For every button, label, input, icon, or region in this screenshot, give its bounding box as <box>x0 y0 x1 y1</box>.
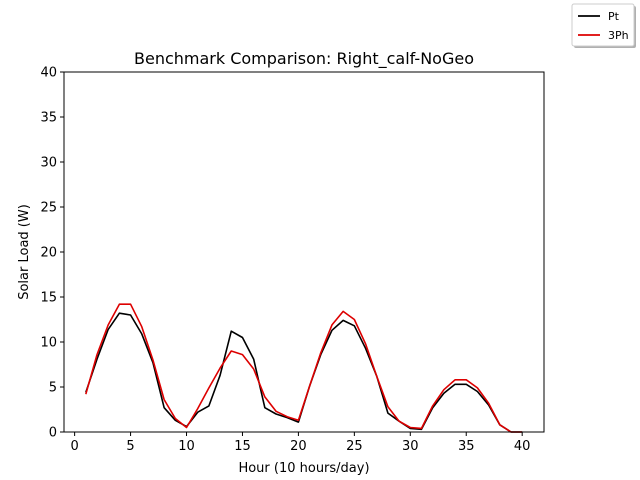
plot-background <box>64 72 544 432</box>
y-tick-label: 10 <box>40 336 57 351</box>
axes-layer: 0 5 10 15 20 25 30 35 40 0 5 10 15 20 25 30 35 40 <box>40 66 545 454</box>
y-tick-label: 20 <box>40 246 57 261</box>
y-tick-label: 35 <box>40 111 57 126</box>
chart-title: Benchmark Comparison: Right_calf-NoGeo <box>134 49 474 69</box>
x-tick-label: 40 <box>514 439 531 454</box>
x-tick-label: 25 <box>346 439 363 454</box>
y-axis-label: Solar Load (W) <box>17 204 32 300</box>
x-axis-label: Hour (10 hours/day) <box>238 461 369 476</box>
y-tick-label: 30 <box>40 156 57 171</box>
series-layer <box>85 303 523 433</box>
x-tick-label: 0 <box>70 439 78 454</box>
y-tick-label: 5 <box>49 381 57 396</box>
series-line-3ph <box>85 303 523 433</box>
legend-label-pt: Pt <box>608 10 620 23</box>
legend-label-3ph: 3Ph <box>608 29 629 42</box>
y-tick-label: 0 <box>49 426 57 441</box>
x-tick-label: 10 <box>178 439 195 454</box>
legend: Pt 3Ph <box>571 3 636 48</box>
plot-area <box>64 72 544 432</box>
y-tick-label: 25 <box>40 201 57 216</box>
x-tick-label: 15 <box>234 439 251 454</box>
x-tick-label: 20 <box>290 439 307 454</box>
x-tick-label: 5 <box>126 439 134 454</box>
x-tick-label: 35 <box>458 439 475 454</box>
y-tick-label: 15 <box>40 291 57 306</box>
x-tick-label: 30 <box>402 439 419 454</box>
y-tick-label: 40 <box>40 66 57 81</box>
